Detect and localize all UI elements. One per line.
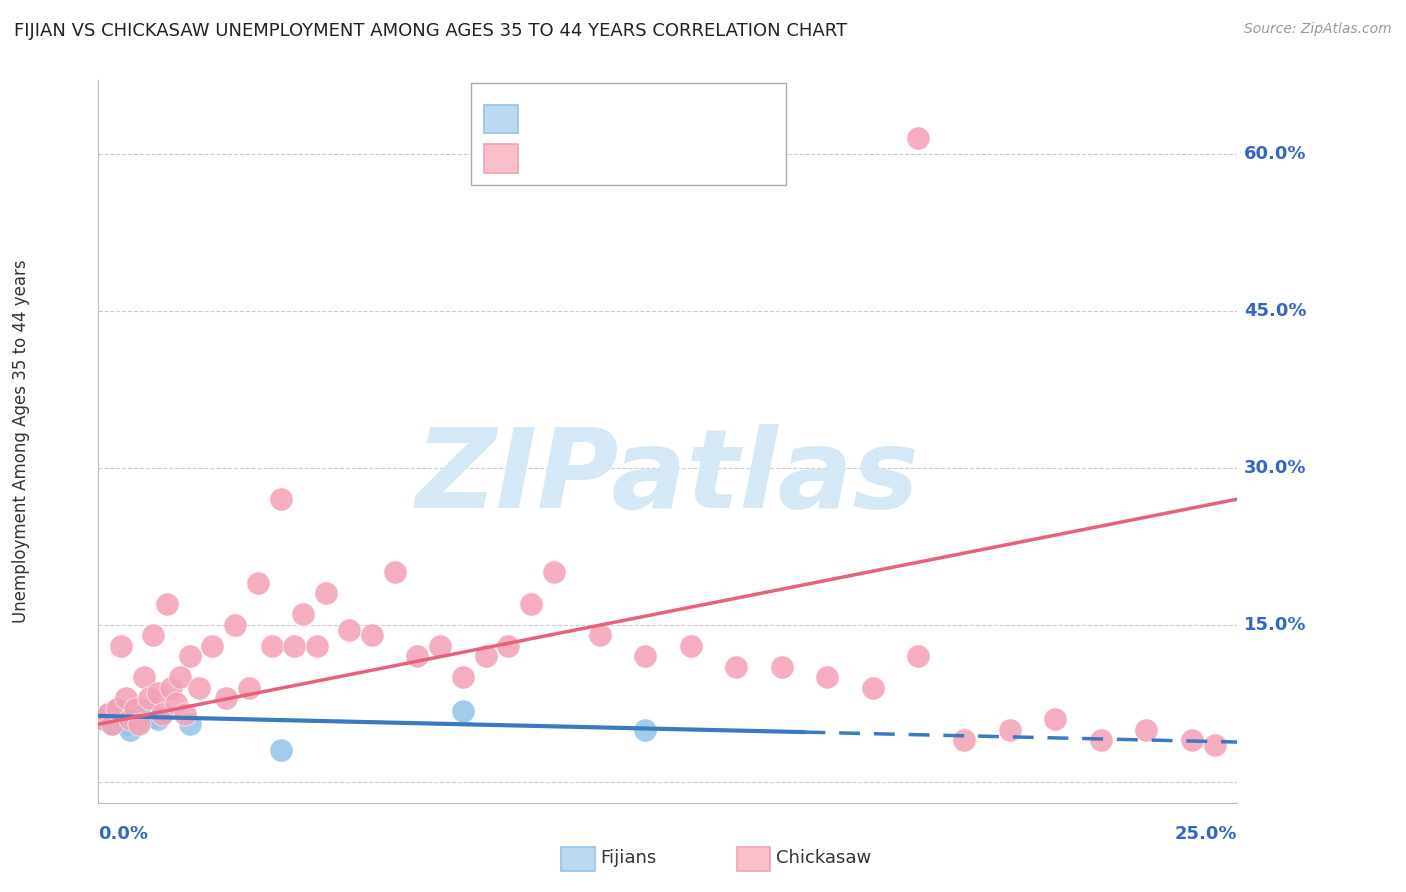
Point (215, 691, 238, 706)
Text: 15.0%: 15.0% (1244, 615, 1306, 634)
Point (179, 649, 201, 664)
Point (998, 723, 1021, 737)
Point (201, 639, 224, 653)
Point (451, 704, 474, 718)
Text: N =: N = (640, 105, 681, 123)
Point (169, 670, 191, 684)
Point (1090, 733, 1112, 747)
Point (124, 712, 146, 726)
Text: Fijians: Fijians (600, 849, 657, 867)
Point (105, 701, 128, 715)
Point (146, 686, 169, 700)
Point (224, 617, 246, 632)
Text: 0.0%: 0.0% (98, 825, 149, 843)
Point (307, 639, 329, 653)
Point (96, 706, 118, 721)
Text: 17: 17 (673, 105, 699, 123)
Text: -0.173: -0.173 (565, 105, 630, 123)
Point (132, 706, 155, 721)
Point (96, 706, 118, 721)
Point (1204, 738, 1226, 752)
Point (110, 639, 132, 653)
Text: R =: R = (527, 105, 567, 123)
Point (270, 492, 292, 507)
Point (246, 575, 269, 590)
Text: Chickasaw: Chickasaw (776, 849, 872, 867)
Point (160, 681, 183, 695)
Text: 30.0%: 30.0% (1244, 458, 1306, 476)
Point (770, 659, 793, 673)
Text: N =: N = (640, 146, 681, 164)
Point (124, 701, 146, 715)
Point (105, 701, 128, 715)
Point (451, 670, 474, 684)
Point (360, 628, 382, 642)
Text: 57: 57 (673, 146, 699, 164)
Point (101, 717, 124, 731)
Text: 60.0%: 60.0% (1244, 145, 1306, 162)
Point (110, 712, 132, 726)
Point (520, 597, 543, 611)
Point (283, 639, 305, 653)
Point (907, 131, 929, 145)
Point (114, 717, 136, 731)
Point (91, 712, 114, 726)
Point (187, 681, 209, 695)
Point (1135, 723, 1157, 737)
Point (128, 717, 150, 731)
Point (429, 639, 451, 653)
Point (406, 649, 429, 664)
Point (679, 639, 702, 653)
Point (165, 696, 187, 710)
Point (132, 670, 155, 684)
Point (1043, 712, 1066, 726)
Point (1181, 733, 1204, 747)
Text: ZIPatlas: ZIPatlas (416, 425, 920, 531)
Point (238, 681, 260, 695)
Text: FIJIAN VS CHICKASAW UNEMPLOYMENT AMONG AGES 35 TO 44 YEARS CORRELATION CHART: FIJIAN VS CHICKASAW UNEMPLOYMENT AMONG A… (14, 22, 848, 40)
Text: 45.0%: 45.0% (1244, 301, 1306, 319)
Point (128, 714, 150, 728)
Point (634, 723, 657, 737)
Point (91, 712, 114, 726)
Text: Source: ZipAtlas.com: Source: ZipAtlas.com (1244, 22, 1392, 37)
Point (498, 639, 520, 653)
Point (815, 670, 838, 684)
Point (179, 717, 201, 731)
Point (384, 566, 406, 580)
Point (474, 649, 496, 664)
Text: Unemployment Among Ages 35 to 44 years: Unemployment Among Ages 35 to 44 years (13, 260, 30, 624)
Point (315, 586, 337, 600)
Text: R =: R = (527, 146, 567, 164)
Point (101, 717, 124, 731)
Point (138, 691, 160, 706)
Point (114, 691, 136, 706)
Point (174, 706, 197, 721)
Point (543, 566, 565, 580)
Point (156, 597, 179, 611)
Point (120, 723, 142, 737)
Point (150, 706, 173, 721)
Point (260, 639, 283, 653)
Point (634, 649, 657, 664)
Text: 0.374: 0.374 (565, 146, 628, 164)
Point (907, 649, 929, 664)
Point (953, 733, 976, 747)
Point (142, 710, 165, 724)
Point (337, 623, 360, 637)
Point (120, 712, 142, 726)
Point (270, 743, 292, 757)
Point (862, 681, 884, 695)
Point (142, 628, 165, 642)
Point (588, 628, 610, 642)
Text: 25.0%: 25.0% (1175, 825, 1237, 843)
Point (146, 712, 169, 726)
Point (725, 659, 748, 673)
Point (138, 701, 160, 715)
Point (292, 607, 315, 622)
